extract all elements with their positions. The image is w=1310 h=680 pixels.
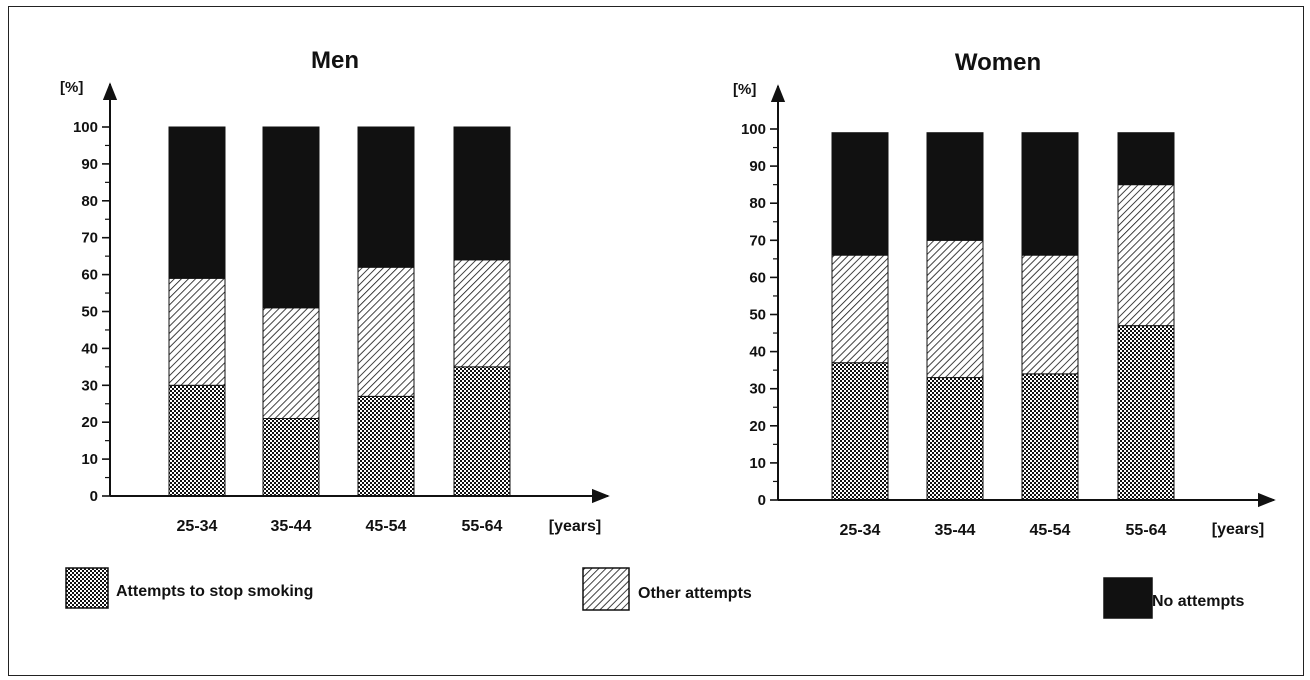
men-y-tick-label: 40 bbox=[81, 340, 98, 357]
women-bars bbox=[831, 132, 1175, 501]
women-x-tick-label: 55-64 bbox=[1126, 522, 1167, 539]
men-bar-no-attempts bbox=[357, 126, 415, 268]
men-y-tick-label: 70 bbox=[81, 230, 98, 247]
women-y-tick-label: 100 bbox=[741, 121, 766, 138]
men-bar-other-attempts bbox=[262, 307, 320, 420]
women-bar-no-attempts bbox=[1117, 132, 1175, 186]
legend-label-no-attempts: No attempts bbox=[1152, 593, 1245, 610]
men-y-tick-label: 90 bbox=[81, 156, 98, 173]
women-bar-other-attempts bbox=[926, 239, 984, 379]
men-bar-attempts-to-stop bbox=[453, 366, 511, 497]
women-y-tick-label: 0 bbox=[758, 492, 766, 509]
women-y-tick-label: 80 bbox=[749, 195, 766, 212]
women-bar-no-attempts bbox=[831, 132, 889, 256]
men-bar-other-attempts bbox=[453, 259, 511, 368]
women-bar-attempts-to-stop bbox=[1021, 373, 1079, 501]
men-y-tick-label: 0 bbox=[90, 488, 98, 505]
women-y-tick-label: 90 bbox=[749, 158, 766, 175]
women-bar-attempts-to-stop bbox=[926, 377, 984, 501]
legend-label-attempts-to-stop: Attempts to stop smoking bbox=[116, 583, 313, 600]
women-bar-attempts-to-stop bbox=[1117, 325, 1175, 501]
women-y-ticks: 0 10 20 30 40 50 60 70 80 90 100 bbox=[741, 121, 778, 509]
women-panel: Women [%] 0 10 20 30 40 50 60 70 80 90 100 25-34 35… bbox=[733, 49, 1276, 539]
women-x-tick-label: 45-54 bbox=[1030, 522, 1071, 539]
legend-item-other-attempts: Other attempts bbox=[582, 567, 752, 611]
women-y-tick-label: 10 bbox=[749, 455, 766, 472]
men-x-tick-label: 55-64 bbox=[462, 518, 503, 535]
men-y-tick-label: 100 bbox=[73, 119, 98, 136]
men-y-tick-label: 20 bbox=[81, 414, 98, 431]
women-y-tick-label: 40 bbox=[749, 344, 766, 361]
men-x-tick-label: 35-44 bbox=[271, 518, 312, 535]
men-bar-attempts-to-stop bbox=[262, 418, 320, 497]
women-y-tick-label: 70 bbox=[749, 232, 766, 249]
women-x-tick-label: 25-34 bbox=[840, 522, 881, 539]
men-bar-no-attempts bbox=[262, 126, 320, 309]
men-x-labels: 25-34 35-44 45-54 55-64 bbox=[177, 518, 503, 535]
men-y-ticks: 0 10 20 30 40 50 60 70 80 90 100 bbox=[73, 119, 110, 505]
men-bar-no-attempts bbox=[453, 126, 511, 261]
men-x-unit: [years] bbox=[549, 518, 601, 535]
men-y-tick-label: 80 bbox=[81, 193, 98, 210]
women-bar-other-attempts bbox=[831, 254, 889, 364]
legend-label-other-attempts: Other attempts bbox=[638, 585, 752, 602]
legend: Attempts to stop smoking Other attempts … bbox=[65, 567, 1245, 619]
women-title: Women bbox=[955, 49, 1041, 76]
women-y-tick-label: 60 bbox=[749, 269, 766, 286]
men-panel: Men [%] 0 10 20 30 40 50 60 70 80 90 100 25-34 35-4… bbox=[60, 47, 610, 535]
men-y-tick-label: 60 bbox=[81, 267, 98, 284]
legend-swatch-solid bbox=[1103, 577, 1153, 619]
men-bar-no-attempts bbox=[168, 126, 226, 279]
men-x-tick-label: 25-34 bbox=[177, 518, 218, 535]
men-x-tick-label: 45-54 bbox=[366, 518, 407, 535]
men-y-tick-label: 30 bbox=[81, 377, 98, 394]
men-y-unit: [%] bbox=[60, 79, 83, 96]
men-bar-attempts-to-stop bbox=[357, 395, 415, 497]
men-bar-attempts-to-stop bbox=[168, 384, 226, 497]
women-bar-attempts-to-stop bbox=[831, 362, 889, 501]
women-y-tick-label: 20 bbox=[749, 418, 766, 435]
women-x-tick-label: 35-44 bbox=[935, 522, 976, 539]
women-y-tick-label: 30 bbox=[749, 381, 766, 398]
women-bar-no-attempts bbox=[1021, 132, 1079, 256]
men-y-tick-label: 10 bbox=[81, 451, 98, 468]
men-y-tick-label: 50 bbox=[81, 304, 98, 321]
legend-item-attempts-to-stop: Attempts to stop smoking bbox=[65, 567, 313, 609]
women-x-labels: 25-34 35-44 45-54 55-64 bbox=[840, 522, 1167, 539]
legend-swatch-diagonal bbox=[582, 567, 630, 611]
women-y-unit: [%] bbox=[733, 81, 756, 98]
men-bars bbox=[168, 126, 511, 497]
men-bar-other-attempts bbox=[357, 266, 415, 397]
women-x-unit: [years] bbox=[1212, 521, 1264, 538]
legend-swatch-crosshatch bbox=[65, 567, 109, 609]
men-bar-other-attempts bbox=[168, 277, 226, 386]
women-bar-no-attempts bbox=[926, 132, 984, 241]
women-y-tick-label: 50 bbox=[749, 307, 766, 324]
women-bar-other-attempts bbox=[1021, 254, 1079, 375]
women-bar-other-attempts bbox=[1117, 184, 1175, 327]
men-title: Men bbox=[311, 47, 359, 74]
legend-item-no-attempts: No attempts bbox=[1103, 577, 1245, 619]
